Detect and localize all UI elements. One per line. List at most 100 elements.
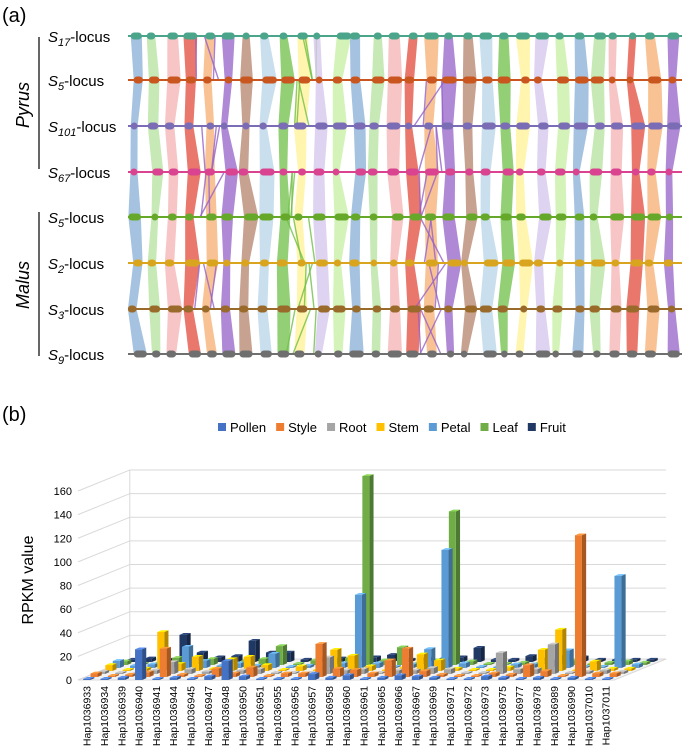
gene-block	[204, 168, 215, 176]
gene-block	[370, 259, 378, 267]
gene-block	[130, 122, 138, 130]
gene-block	[206, 122, 215, 130]
synteny-link	[209, 262, 218, 310]
synteny-ribbon	[332, 126, 348, 172]
synteny-ribbon	[589, 172, 603, 217]
gene-block	[298, 168, 306, 176]
gene-block	[257, 305, 268, 313]
gene-block	[589, 305, 600, 313]
gene-block	[405, 122, 413, 130]
synteny-ribbon	[259, 126, 275, 172]
synteny-link	[200, 171, 207, 218]
bar-stem	[278, 668, 290, 671]
bar-pollen	[169, 675, 181, 680]
gene-block	[148, 76, 160, 84]
gene-block	[667, 32, 680, 40]
gene-block	[631, 122, 646, 130]
y-tick-label: 140	[54, 510, 72, 522]
gene-block	[610, 168, 622, 176]
gene-block	[499, 32, 509, 40]
gene-block	[355, 168, 367, 176]
gene-block	[259, 259, 269, 267]
gene-block	[444, 305, 453, 313]
x-tick-label: Hap1036977	[514, 686, 526, 746]
synteny-ribbon	[663, 263, 676, 309]
synteny-ribbon	[147, 80, 160, 126]
x-tick-label: Hap1036955	[272, 686, 284, 746]
synteny-ribbon	[238, 126, 250, 172]
gene-block	[594, 122, 605, 130]
gene-block	[515, 32, 531, 40]
locus-label: S2-locus	[48, 256, 104, 276]
synteny-ribbon	[276, 263, 291, 309]
synteny-ribbon	[332, 309, 346, 354]
x-tick-label: Hap1036972	[462, 686, 474, 746]
bar-stem	[624, 666, 636, 671]
synteny-ribbon	[147, 126, 164, 172]
synteny-link	[434, 262, 440, 310]
synteny-ribbon	[128, 172, 141, 217]
synteny-ribbon	[590, 80, 605, 126]
synteny-ribbon	[480, 172, 491, 217]
gene-block	[130, 168, 138, 176]
synteny-link	[418, 171, 422, 218]
gene-block	[367, 168, 378, 176]
gene-block	[151, 213, 159, 221]
synteny-ribbon	[349, 36, 361, 80]
bar-root	[461, 671, 473, 674]
locus-label: S67-locus	[48, 165, 110, 185]
synteny-link	[413, 79, 446, 127]
synteny-ribbon	[183, 36, 198, 80]
synteny-ribbon	[332, 36, 352, 80]
synteny-link	[413, 262, 447, 310]
synteny-ribbon	[369, 217, 378, 263]
gene-block	[259, 213, 274, 221]
synteny-ribbon	[556, 80, 571, 126]
locus-label: S101-locus	[48, 119, 116, 139]
synteny-ribbon	[313, 172, 326, 217]
gene-block	[479, 32, 493, 40]
y-tick-label: 20	[60, 651, 72, 663]
gene-block	[386, 122, 401, 130]
legend-item-leaf: Leaf	[480, 420, 518, 435]
synteny-ribbon	[128, 217, 143, 263]
synteny-ribbons	[127, 35, 681, 355]
gene-block	[353, 122, 366, 130]
bar-style	[90, 671, 102, 677]
bar-petal	[614, 574, 626, 668]
synteny-ribbon	[313, 217, 328, 263]
gene-block	[556, 259, 564, 267]
synteny-ribbon	[424, 36, 439, 80]
bar-fruit	[525, 654, 537, 662]
synteny-link	[195, 35, 198, 81]
synteny-link	[304, 35, 314, 81]
y-tick-label: 120	[54, 533, 72, 545]
synteny-ribbon	[367, 172, 378, 217]
gene-block	[554, 168, 566, 176]
gene-block	[260, 32, 269, 40]
gene-block	[408, 32, 418, 40]
synteny-ribbon	[185, 172, 201, 217]
synteny-ribbon	[555, 36, 570, 80]
gene-block	[128, 213, 141, 221]
x-tick-label: Hap1036973	[480, 686, 492, 746]
gene-block	[317, 305, 331, 313]
gene-block	[313, 168, 325, 176]
synteny-ribbon	[166, 309, 183, 354]
gene-block	[152, 168, 164, 176]
gene-block	[222, 350, 236, 358]
synteny-link	[417, 125, 433, 173]
synteny-ribbon	[406, 172, 422, 217]
synteny-ribbon	[441, 126, 456, 172]
gene-block	[609, 350, 620, 358]
gene-block	[668, 76, 677, 84]
bar-style	[246, 665, 258, 677]
gene-block	[387, 76, 403, 84]
synteny-ribbon	[164, 80, 181, 126]
synteny-ribbon	[644, 217, 662, 263]
gene-block	[225, 168, 239, 176]
bar-pollen	[481, 674, 493, 680]
synteny-link	[308, 262, 315, 310]
gene-block	[127, 305, 137, 313]
